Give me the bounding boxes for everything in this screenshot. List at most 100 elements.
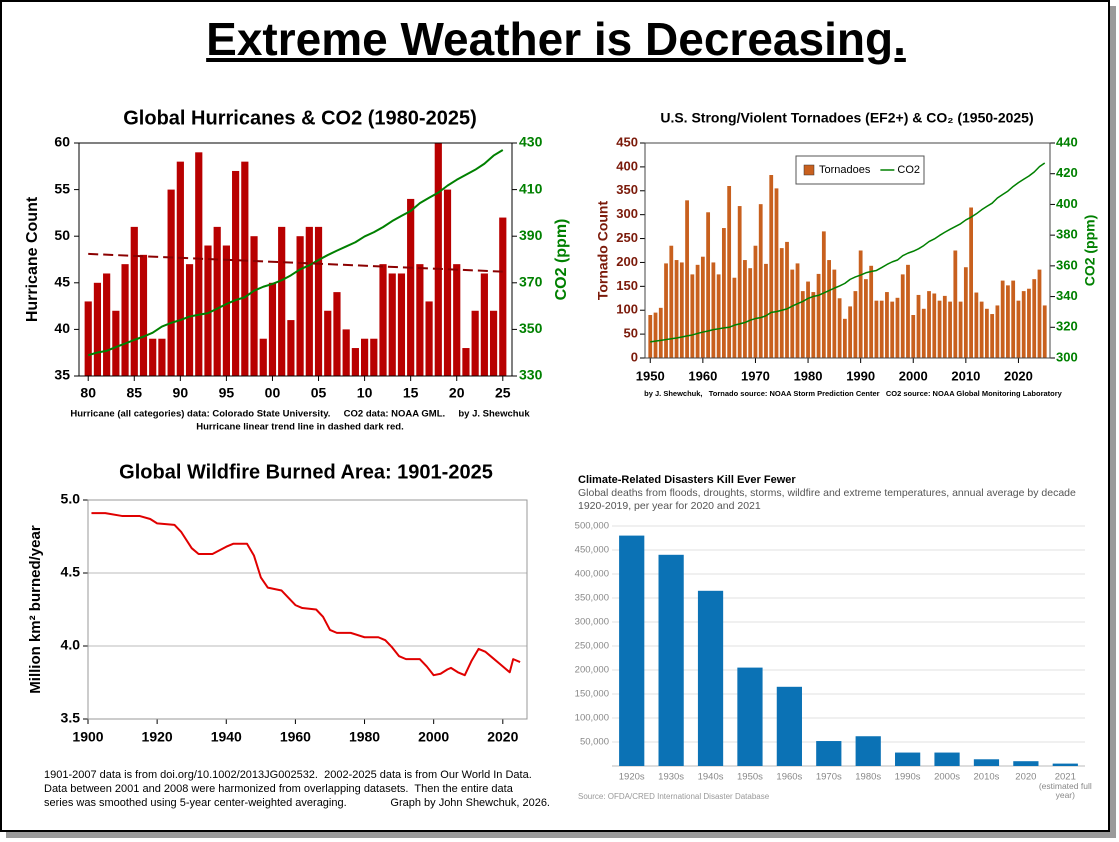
bar — [895, 297, 900, 358]
bar — [1011, 280, 1016, 358]
bar — [241, 161, 249, 376]
bar — [890, 301, 895, 358]
bar — [916, 294, 921, 358]
y-tick-label: 350,000 — [575, 593, 609, 604]
bar — [462, 348, 470, 376]
bar — [250, 236, 258, 376]
bar — [832, 269, 837, 358]
bar — [821, 231, 826, 358]
bar — [416, 264, 424, 376]
bar — [774, 188, 779, 358]
bar — [1027, 288, 1031, 358]
bar — [674, 260, 679, 358]
bar — [93, 282, 102, 376]
x-tick-label: 1980 — [349, 729, 380, 745]
bar — [811, 292, 816, 358]
x-tick-label: 85 — [126, 385, 142, 401]
x-tick-label: 95 — [219, 385, 235, 401]
bar — [732, 277, 737, 358]
y-tick-label: 250 — [616, 230, 638, 245]
bar — [296, 236, 304, 376]
line — [650, 162, 1046, 343]
bar — [737, 206, 742, 358]
bar — [816, 273, 821, 358]
x-tick-label: 2020 — [1004, 368, 1033, 383]
y-axis-label: Million km² burned/year — [27, 525, 44, 694]
x-tick-label: 15 — [403, 385, 419, 401]
bar — [727, 186, 732, 358]
bar — [379, 264, 387, 376]
x-tick-label: 2020 — [487, 729, 518, 745]
bar — [848, 306, 853, 358]
legend-label: Tornadoes — [819, 164, 871, 176]
credit: Graph by John Shewchuk, 2026. — [390, 797, 550, 809]
chart-subtitle: Global deaths from floods, droughts, sto… — [578, 487, 1076, 499]
bar — [974, 292, 979, 358]
bar — [934, 752, 960, 766]
note: Hurricane (all categories) data: Colorad… — [70, 409, 530, 420]
source: Source: OFDA/CRED International Disaster… — [578, 792, 770, 801]
bar — [669, 245, 674, 358]
y-tick-label: 200,000 — [575, 665, 609, 676]
x-tick-label: 00 — [265, 385, 281, 401]
chart: Global Wildfire Burned Area: 1901-2025 3.… — [27, 461, 550, 809]
y-tick-label: 300 — [616, 206, 638, 221]
y2-tick-label: 300 — [1056, 349, 1078, 364]
bar — [259, 338, 267, 376]
bar — [855, 736, 881, 766]
bar — [995, 305, 1000, 358]
x-tick-label: 1950 — [636, 368, 665, 383]
x-tick-label: 1990 — [846, 368, 875, 383]
bar — [471, 310, 479, 376]
bar — [1032, 279, 1037, 358]
bar — [776, 686, 802, 766]
x-tick-label: 2000 — [899, 368, 928, 383]
bar — [697, 590, 724, 766]
x-tick-label: 05 — [311, 385, 327, 401]
line — [87, 149, 504, 357]
bar — [185, 264, 194, 376]
bar — [973, 759, 1000, 766]
bar — [388, 273, 396, 376]
bar — [121, 264, 129, 376]
y-tick-label: 55 — [54, 180, 70, 196]
y2-tick-label: 430 — [519, 134, 543, 150]
bar — [1037, 269, 1042, 358]
legend-label: CO2 — [897, 164, 920, 176]
bar — [1021, 291, 1026, 358]
bar — [434, 143, 442, 376]
bar — [874, 300, 879, 358]
bar — [953, 250, 958, 358]
bar — [885, 292, 889, 358]
bar — [84, 301, 92, 376]
bar — [764, 263, 768, 358]
y-tick-label: 0 — [631, 349, 638, 364]
bar — [711, 262, 716, 358]
bar — [853, 291, 858, 358]
bar — [858, 250, 863, 358]
chart: Climate-Related Disasters Kill Ever Fewe… — [575, 474, 1085, 801]
y-tick-label: 45 — [54, 274, 70, 290]
y2-tick-label: 320 — [1056, 319, 1078, 334]
bar — [785, 241, 789, 358]
y2-tick-label: 330 — [519, 367, 543, 383]
bar — [1016, 300, 1021, 358]
bar — [769, 175, 774, 358]
bar — [948, 301, 952, 358]
y2-tick-label: 400 — [1056, 196, 1078, 211]
bar — [958, 301, 963, 358]
note: Hurricane linear trend line in dashed da… — [196, 422, 403, 433]
y-tick-label: 400 — [616, 158, 638, 173]
bar — [963, 267, 968, 358]
bar — [722, 228, 726, 358]
x-tick-label: 90 — [173, 385, 189, 401]
y-tick-label: 4.5 — [61, 564, 81, 580]
y-tick-label: 250,000 — [575, 641, 609, 652]
bar — [900, 274, 905, 358]
bar — [748, 268, 753, 358]
y-axis-label: Hurricane Count — [24, 196, 41, 322]
bar — [268, 282, 277, 376]
y-tick-label: 400,000 — [575, 569, 609, 580]
note: series was smoothed using 5-year center-… — [44, 797, 347, 809]
